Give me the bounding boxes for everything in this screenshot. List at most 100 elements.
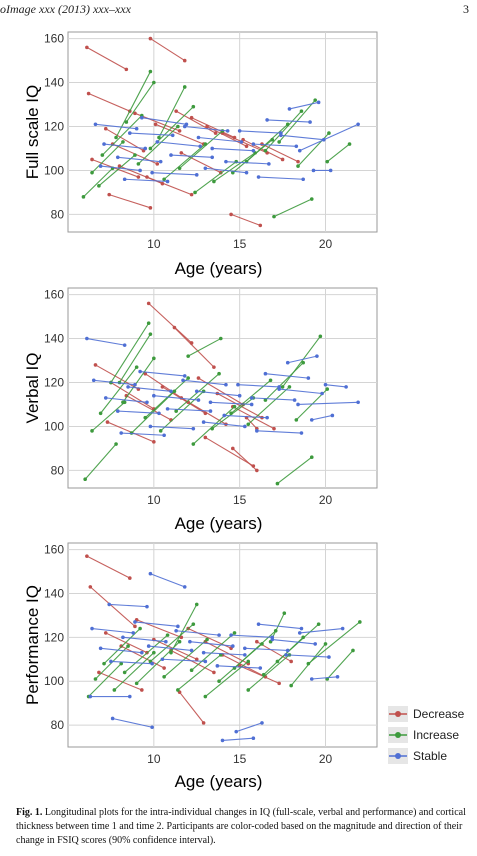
participant-line xyxy=(251,397,295,401)
data-point xyxy=(270,637,275,642)
data-point xyxy=(260,721,264,725)
data-point xyxy=(121,635,125,640)
participant-line xyxy=(210,401,252,406)
data-point xyxy=(191,104,196,109)
data-point xyxy=(280,157,285,162)
data-point xyxy=(148,69,153,74)
data-point xyxy=(313,98,318,102)
data-point xyxy=(344,385,348,389)
participant-line xyxy=(91,158,139,178)
data-point xyxy=(81,195,86,199)
chart-panel-2: 10 15 20 80 100 120 140 160 Age (years) Verbal IQ xyxy=(23,287,378,533)
data-point xyxy=(160,657,165,662)
participant-line xyxy=(232,406,275,430)
participant-line xyxy=(115,71,151,138)
participant-line xyxy=(239,130,281,134)
data-point xyxy=(162,177,166,182)
data-point xyxy=(231,644,235,648)
data-point xyxy=(277,140,281,144)
plot-area xyxy=(67,287,378,489)
legend-label: Increase xyxy=(413,728,459,742)
y-tick-label: 120 xyxy=(44,120,64,134)
participant-line xyxy=(236,722,263,733)
data-point xyxy=(325,387,330,391)
data-point xyxy=(186,354,190,358)
x-tick-label: 10 xyxy=(147,752,161,766)
participant-line xyxy=(253,143,297,147)
data-point xyxy=(299,626,304,631)
data-point xyxy=(285,360,290,365)
participant-line xyxy=(121,432,165,436)
data-point xyxy=(263,371,268,376)
page-number: 3 xyxy=(463,2,469,16)
participant-line xyxy=(134,621,178,627)
participant-line xyxy=(258,176,304,180)
data-point xyxy=(203,166,208,171)
data-point xyxy=(162,675,166,679)
data-point xyxy=(158,159,163,164)
data-point xyxy=(114,442,118,446)
journal-reference: oImage xxx (2013) xxx–xxx xyxy=(0,2,131,16)
chart-legend: Decrease Increase Stable xyxy=(388,706,465,764)
data-point xyxy=(323,382,328,387)
chart-panel-1: 10 15 20 80 100 120 140 160 Age (years) Full scal… xyxy=(23,31,378,278)
data-point xyxy=(160,385,165,389)
data-point xyxy=(275,481,280,486)
data-point xyxy=(138,168,142,173)
participant-line xyxy=(117,156,161,163)
data-point xyxy=(138,626,142,631)
participant-line xyxy=(86,46,127,70)
participant-line xyxy=(326,650,354,680)
participant-line xyxy=(267,119,311,123)
data-point xyxy=(146,301,151,306)
y-tick-label: 80 xyxy=(51,718,65,732)
data-point xyxy=(176,688,180,692)
participant-line xyxy=(138,126,179,165)
participant-line xyxy=(232,448,258,471)
data-point xyxy=(243,424,247,429)
data-point xyxy=(186,376,190,380)
data-point xyxy=(258,666,263,670)
data-point xyxy=(153,122,158,127)
participant-line xyxy=(179,130,223,169)
data-point xyxy=(189,668,194,673)
participant-line xyxy=(129,132,173,136)
data-point xyxy=(217,679,221,683)
participant-line xyxy=(86,555,131,579)
participant-line xyxy=(205,167,247,174)
data-point xyxy=(198,144,202,149)
participant-line xyxy=(273,198,312,218)
data-point xyxy=(224,159,228,164)
legend-item-increase: Increase xyxy=(388,727,459,743)
data-point xyxy=(100,153,105,157)
data-point xyxy=(308,120,312,124)
y-axis-title: Performance IQ xyxy=(23,585,42,705)
participant-line xyxy=(128,386,172,392)
data-point xyxy=(119,644,124,648)
data-point xyxy=(152,650,156,655)
data-point xyxy=(133,624,137,629)
data-point xyxy=(115,409,120,413)
participant-line xyxy=(100,366,138,414)
data-point xyxy=(162,666,166,670)
data-point xyxy=(237,393,242,398)
participant-line xyxy=(298,401,359,406)
participant-line xyxy=(203,421,245,428)
participant-line xyxy=(119,333,151,383)
caption-text: Longitudinal plots for the intra-individ… xyxy=(16,807,466,846)
data-point xyxy=(182,585,187,589)
data-point xyxy=(323,642,328,646)
data-point xyxy=(98,164,103,168)
data-point xyxy=(169,153,173,157)
data-point xyxy=(165,179,170,184)
participant-line xyxy=(265,362,304,401)
data-point xyxy=(196,398,201,402)
participant-line xyxy=(285,654,329,658)
data-point xyxy=(282,611,287,615)
data-point xyxy=(85,45,89,50)
participant-line xyxy=(150,623,194,662)
data-point xyxy=(328,168,333,173)
participant-line xyxy=(100,647,142,654)
data-point xyxy=(294,418,299,422)
data-point xyxy=(90,157,94,162)
